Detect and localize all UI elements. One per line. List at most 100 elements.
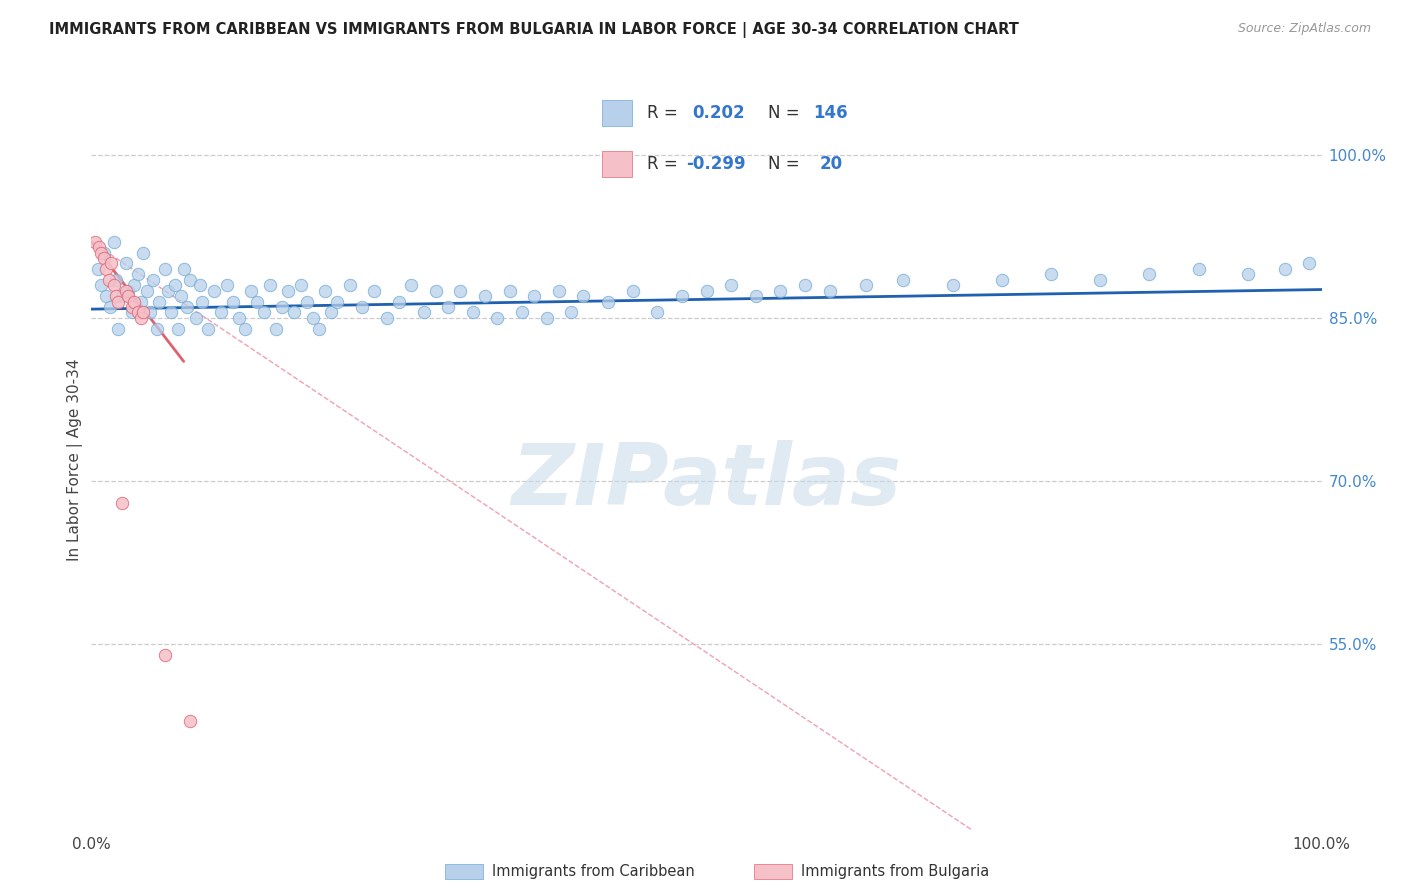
Text: Immigrants from Caribbean: Immigrants from Caribbean xyxy=(492,864,695,879)
Point xyxy=(720,278,742,293)
Point xyxy=(1088,273,1111,287)
Text: 0.202: 0.202 xyxy=(692,104,745,122)
Point xyxy=(326,294,349,309)
Point xyxy=(135,284,157,298)
Point xyxy=(388,294,411,309)
Point xyxy=(271,300,294,314)
Point xyxy=(170,289,193,303)
Point xyxy=(107,294,129,309)
Point xyxy=(202,284,225,298)
Point xyxy=(96,289,117,303)
Point xyxy=(264,322,287,336)
Point xyxy=(90,245,112,260)
Point xyxy=(425,284,447,298)
Point xyxy=(941,278,963,293)
Point xyxy=(228,310,250,325)
Point xyxy=(105,289,127,303)
Point xyxy=(283,305,305,319)
Point xyxy=(90,278,112,293)
Point xyxy=(474,289,496,303)
Point xyxy=(139,305,162,319)
Point xyxy=(127,268,149,282)
Bar xyxy=(755,863,793,880)
Text: N =: N = xyxy=(768,155,799,173)
Point xyxy=(246,294,269,309)
Text: Immigrants from Bulgaria: Immigrants from Bulgaria xyxy=(801,864,990,879)
Point xyxy=(142,273,165,287)
Text: R =: R = xyxy=(647,104,678,122)
Point xyxy=(163,278,186,293)
Point xyxy=(173,261,195,276)
Point xyxy=(498,284,520,298)
Point xyxy=(1187,261,1209,276)
Point xyxy=(536,310,558,325)
Point xyxy=(240,284,263,298)
Point xyxy=(93,251,115,265)
Point xyxy=(510,305,533,319)
Point xyxy=(769,284,792,298)
Point xyxy=(121,300,143,314)
Point xyxy=(145,322,167,336)
Point xyxy=(153,648,177,663)
Point xyxy=(127,305,149,319)
Point xyxy=(132,245,155,260)
Point xyxy=(188,278,211,293)
Point xyxy=(671,289,693,303)
Bar xyxy=(602,100,631,126)
Point xyxy=(124,294,146,309)
Bar xyxy=(444,863,484,880)
Point xyxy=(277,284,299,298)
Point xyxy=(215,278,238,293)
Point xyxy=(111,496,134,510)
Point xyxy=(855,278,877,293)
Point xyxy=(290,278,312,293)
Point xyxy=(153,261,177,276)
Point xyxy=(87,240,110,254)
Point xyxy=(222,294,245,309)
Point xyxy=(93,245,115,260)
Point xyxy=(107,322,129,336)
Point xyxy=(114,284,138,298)
Point xyxy=(121,305,143,319)
Point xyxy=(399,278,422,293)
Point xyxy=(209,305,232,319)
Point xyxy=(259,278,281,293)
Point xyxy=(86,261,108,276)
Point xyxy=(253,305,276,319)
Point xyxy=(375,310,398,325)
Text: IMMIGRANTS FROM CARIBBEAN VS IMMIGRANTS FROM BULGARIA IN LABOR FORCE | AGE 30-34: IMMIGRANTS FROM CARIBBEAN VS IMMIGRANTS … xyxy=(49,22,1019,38)
Point xyxy=(621,284,644,298)
Text: Source: ZipAtlas.com: Source: ZipAtlas.com xyxy=(1237,22,1371,36)
Point xyxy=(156,284,179,298)
Point xyxy=(184,310,207,325)
Point xyxy=(197,322,219,336)
Text: R =: R = xyxy=(647,155,678,173)
Point xyxy=(160,305,183,319)
Point xyxy=(179,273,201,287)
Text: 20: 20 xyxy=(820,155,842,173)
Point xyxy=(148,294,170,309)
Point xyxy=(103,278,125,293)
Point xyxy=(117,284,139,298)
Point xyxy=(1298,256,1320,270)
Point xyxy=(191,294,214,309)
Point xyxy=(132,305,155,319)
Point xyxy=(363,284,385,298)
Point xyxy=(111,289,134,303)
Point xyxy=(308,322,330,336)
Point xyxy=(437,300,460,314)
Point xyxy=(523,289,546,303)
Point xyxy=(572,289,595,303)
Point xyxy=(117,289,139,303)
Point xyxy=(114,256,138,270)
Point xyxy=(1274,261,1296,276)
Point xyxy=(301,310,323,325)
Point xyxy=(176,300,198,314)
Y-axis label: In Labor Force | Age 30-34: In Labor Force | Age 30-34 xyxy=(67,358,83,561)
Point xyxy=(891,273,914,287)
Point xyxy=(105,273,127,287)
Point xyxy=(84,235,107,249)
Point xyxy=(314,284,336,298)
Point xyxy=(695,284,717,298)
Point xyxy=(461,305,484,319)
